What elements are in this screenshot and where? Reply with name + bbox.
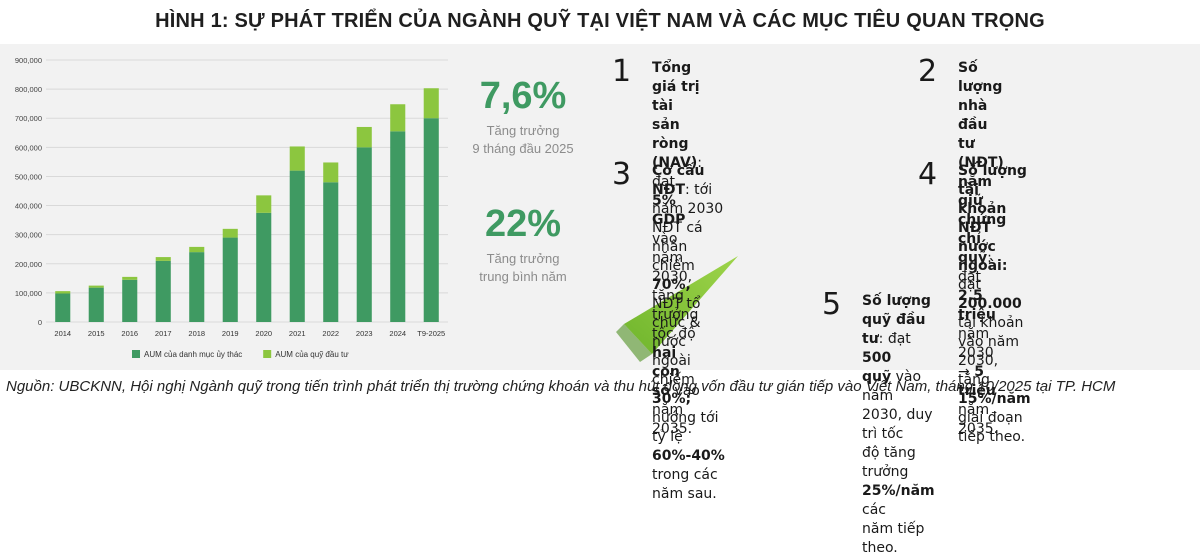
bar-segment — [390, 131, 406, 322]
target-text-line: (NAV): đạt 5% GDP vào năm — [652, 155, 702, 266]
target-text-line: giai đoạn tiếp theo. — [958, 410, 1026, 445]
y-tick-label: 900,000 — [15, 56, 42, 65]
target-text-line: Số lượng nhà đầu tư (NĐT) — [958, 60, 1004, 171]
bar-segment — [88, 287, 104, 322]
target-text-line: 2,5 triệu năm 2030 → 5 — [958, 288, 996, 380]
bar-segment — [323, 182, 339, 322]
stat-label-line: trung bình năm — [479, 269, 567, 284]
chart-legend: AUM của danh mục ủy thác AUM của quỹ đầu … — [132, 350, 349, 359]
decorative-arrow-icon — [616, 256, 738, 362]
target-text-line: nắm giữ chứng chỉ quỹ: đạt — [958, 174, 1007, 285]
bar-segment — [222, 228, 238, 238]
stat-average-growth: 22% Tăng trưởng trung bình năm — [458, 204, 588, 286]
bar-segment — [390, 104, 406, 132]
bar-segment — [155, 257, 171, 261]
bar-segment — [189, 246, 205, 253]
x-tick-label: 2023 — [356, 329, 373, 338]
chart-axes: 0 100,000 200,000 300,000 400,000 500,000 600,… — [15, 56, 445, 338]
x-tick-label: 2017 — [155, 329, 172, 338]
target-text-line: NĐT tổ chức & nước ngoài — [652, 296, 701, 369]
target-text: Tổng giá trị tài sản ròng (NAV): đạt 5% G… — [652, 59, 702, 439]
stat-growth-9-months: 7,6% Tăng trưởng 9 tháng đầu 2025 — [458, 76, 588, 158]
y-tick-label: 700,000 — [15, 114, 42, 123]
bar-segment — [122, 276, 138, 280]
y-tick-label: 400,000 — [15, 202, 42, 211]
bar-segment — [356, 147, 372, 322]
chart-grid — [46, 59, 448, 323]
x-tick-label: 2019 — [222, 329, 239, 338]
stat-value: 7,6% — [479, 75, 567, 117]
y-tick-label: 800,000 — [15, 85, 42, 94]
target-number: 1 — [612, 54, 632, 89]
stat-label-line: 9 tháng đầu 2025 — [472, 141, 574, 156]
target-number: 3 — [612, 157, 632, 192]
source-note: Nguồn: UBCKNN, Hội nghị Ngành quỹ trong … — [6, 378, 1116, 395]
target-text-line: 60%-40% trong các năm sau. — [652, 448, 725, 502]
stat-label-line: Tăng trưởng — [486, 251, 560, 266]
bar-segment — [289, 170, 305, 322]
x-tick-label: 2020 — [255, 329, 272, 338]
x-tick-label: 2018 — [188, 329, 205, 338]
target-text-line: Cơ cấu NĐT: tới năm 2030 — [652, 163, 724, 217]
bar-segment — [88, 285, 104, 288]
target-number: 2 — [918, 54, 938, 89]
bar-segment — [222, 237, 238, 322]
bar-segment — [356, 126, 372, 148]
target-text-line: Số lượng tài khoản NĐT nước — [958, 163, 1027, 255]
target-text-line: 2030, tăng trưởng tốc độ hai — [652, 269, 699, 361]
aum-chart: 0 100,000 200,000 300,000 400,000 500,000 600,… — [15, 56, 448, 359]
bar-segment — [423, 88, 439, 119]
bar-segment — [55, 291, 71, 294]
bar-segment — [189, 252, 205, 322]
figure-title: HÌNH 1: SỰ PHÁT TRIỂN CỦA NGÀNH QUỸ TẠI … — [155, 10, 1045, 32]
chart-bars — [55, 88, 439, 322]
target-number: 4 — [918, 157, 938, 192]
target-text-line: ngoài: đạt 200.000 tài khoản — [958, 258, 1024, 331]
bar-segment — [155, 260, 171, 322]
legend-swatch — [132, 350, 140, 358]
stat-label: Tăng trưởng trung bình năm — [458, 250, 588, 286]
x-tick-label: T9-2025 — [417, 329, 445, 338]
bar-segment — [323, 162, 339, 183]
stat-label: Tăng trưởng 9 tháng đầu 2025 — [458, 122, 588, 158]
bar-segment — [256, 212, 272, 322]
x-tick-label: 2024 — [389, 329, 406, 338]
legend-label: AUM của danh mục ủy thác — [144, 350, 242, 359]
target-text: Số lượng quỹ đầu tư: đạt 500 quỹ vào năm … — [862, 292, 935, 558]
stat-value: 22% — [484, 203, 562, 245]
bar-segment — [55, 293, 71, 322]
target-text-line: Tổng giá trị tài sản ròng — [652, 60, 700, 152]
stat-label-line: Tăng trưởng — [486, 123, 560, 138]
bar-segment — [256, 195, 272, 213]
legend-label: AUM của quỹ đầu tư — [275, 350, 349, 359]
y-tick-label: 0 — [38, 318, 42, 327]
x-tick-label: 2014 — [54, 329, 71, 338]
bar-segment — [122, 279, 138, 322]
x-tick-label: 2016 — [121, 329, 138, 338]
x-tick-label: 2022 — [322, 329, 339, 338]
target-number: 5 — [822, 287, 842, 322]
target-text-line: Số lượng quỹ đầu tư: đạt 500 — [862, 293, 931, 366]
target-text-line: vào năm 2030, tăng 15%/năm — [958, 334, 1031, 407]
target-text-line: năm tiếp theo. — [862, 521, 925, 556]
target-text: Số lượng tài khoản NĐT nước ngoài: đạt 20… — [958, 162, 1031, 447]
x-tick-label: 2015 — [88, 329, 105, 338]
target-text-line: NĐT cá nhân chiếm 70%, — [652, 220, 703, 293]
target-text-line: độ tăng trưởng 25%/năm các — [862, 445, 935, 518]
target-text: Cơ cấu NĐT: tới năm 2030 NĐT cá nhân chiế… — [652, 162, 725, 504]
y-tick-label: 600,000 — [15, 143, 42, 152]
y-tick-label: 100,000 — [15, 289, 42, 298]
bar-segment — [423, 118, 439, 322]
y-tick-label: 300,000 — [15, 231, 42, 240]
y-tick-label: 200,000 — [15, 260, 42, 269]
bar-segment — [289, 146, 305, 171]
x-tick-label: 2021 — [289, 329, 306, 338]
y-tick-label: 500,000 — [15, 172, 42, 181]
legend-swatch — [263, 350, 272, 358]
